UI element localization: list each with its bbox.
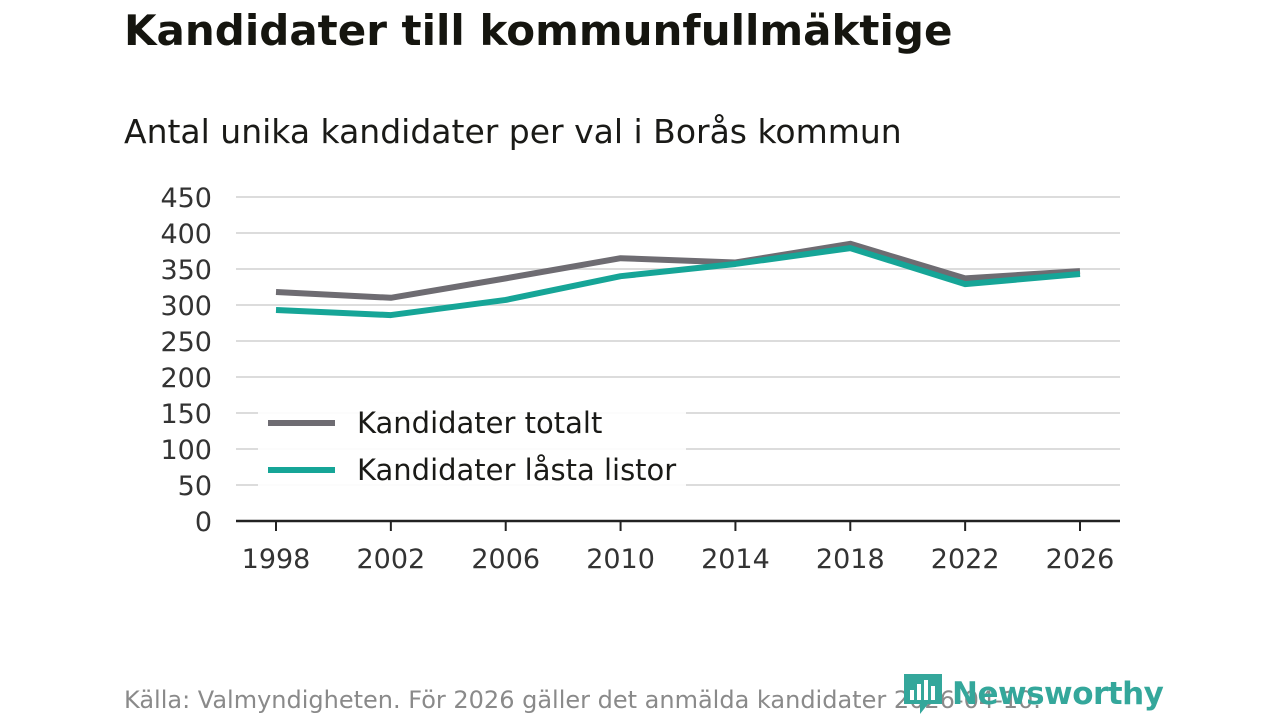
x-tick-label: 2026 xyxy=(1046,544,1115,575)
y-tick-label: 400 xyxy=(160,219,212,250)
series-line-lasta-listor xyxy=(275,245,1081,319)
x-tick-label: 2018 xyxy=(816,544,885,575)
x-tick-label: 2010 xyxy=(586,544,655,575)
y-axis-ticks: 0 50 100 150 200 250 300 350 400 450 xyxy=(160,183,212,538)
y-tick-label: 100 xyxy=(160,435,212,466)
source-note: Källa: Valmyndigheten. För 2026 gäller d… xyxy=(124,686,1041,714)
brand-name: Newsworthy xyxy=(952,676,1164,712)
y-tick-label: 150 xyxy=(160,399,212,430)
legend-label: Kandidater låsta listor xyxy=(357,453,676,487)
x-tick-label: 1998 xyxy=(242,544,311,575)
x-tick-label: 2014 xyxy=(701,544,770,575)
y-tick-label: 450 xyxy=(160,183,212,214)
chart-subtitle: Antal unika kandidater per val i Borås k… xyxy=(124,112,902,151)
legend-label: Kandidater totalt xyxy=(357,406,602,440)
x-tick-label: 2002 xyxy=(356,544,425,575)
x-tick-label: 2006 xyxy=(471,544,540,575)
x-tick-label: 2022 xyxy=(931,544,1000,575)
newsworthy-logo: Newsworthy xyxy=(902,672,1164,716)
legend: Kandidater totalt Kandidater låsta listor xyxy=(258,404,686,487)
series-line-totalt xyxy=(275,240,1081,301)
y-tick-label: 250 xyxy=(160,327,212,358)
y-tick-label: 200 xyxy=(160,363,212,394)
y-tick-label: 50 xyxy=(178,471,212,502)
x-axis: 1998 2002 2006 2010 2014 2018 2022 2026 xyxy=(236,519,1120,575)
bar-chart-logo-icon xyxy=(904,674,942,714)
y-tick-label: 0 xyxy=(195,507,212,538)
series-lines xyxy=(275,240,1081,319)
chart-title: Kandidater till kommunfullmäktige xyxy=(124,6,953,55)
y-tick-label: 350 xyxy=(160,255,212,286)
y-tick-label: 300 xyxy=(160,291,212,322)
